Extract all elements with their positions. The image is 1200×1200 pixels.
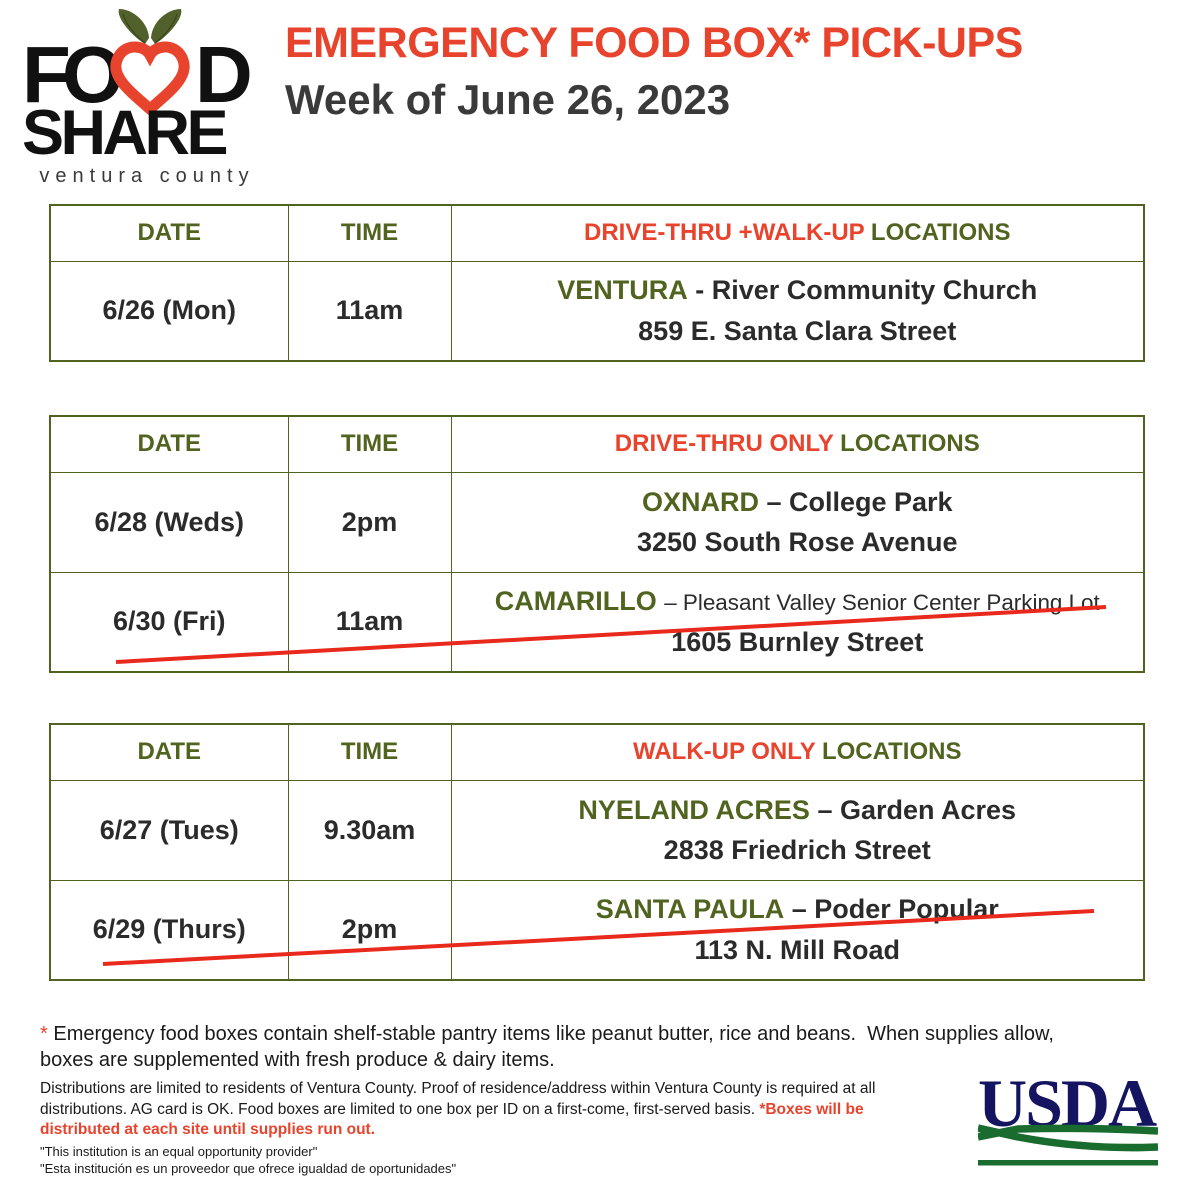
svg-text:SHARE: SHARE xyxy=(22,98,227,158)
